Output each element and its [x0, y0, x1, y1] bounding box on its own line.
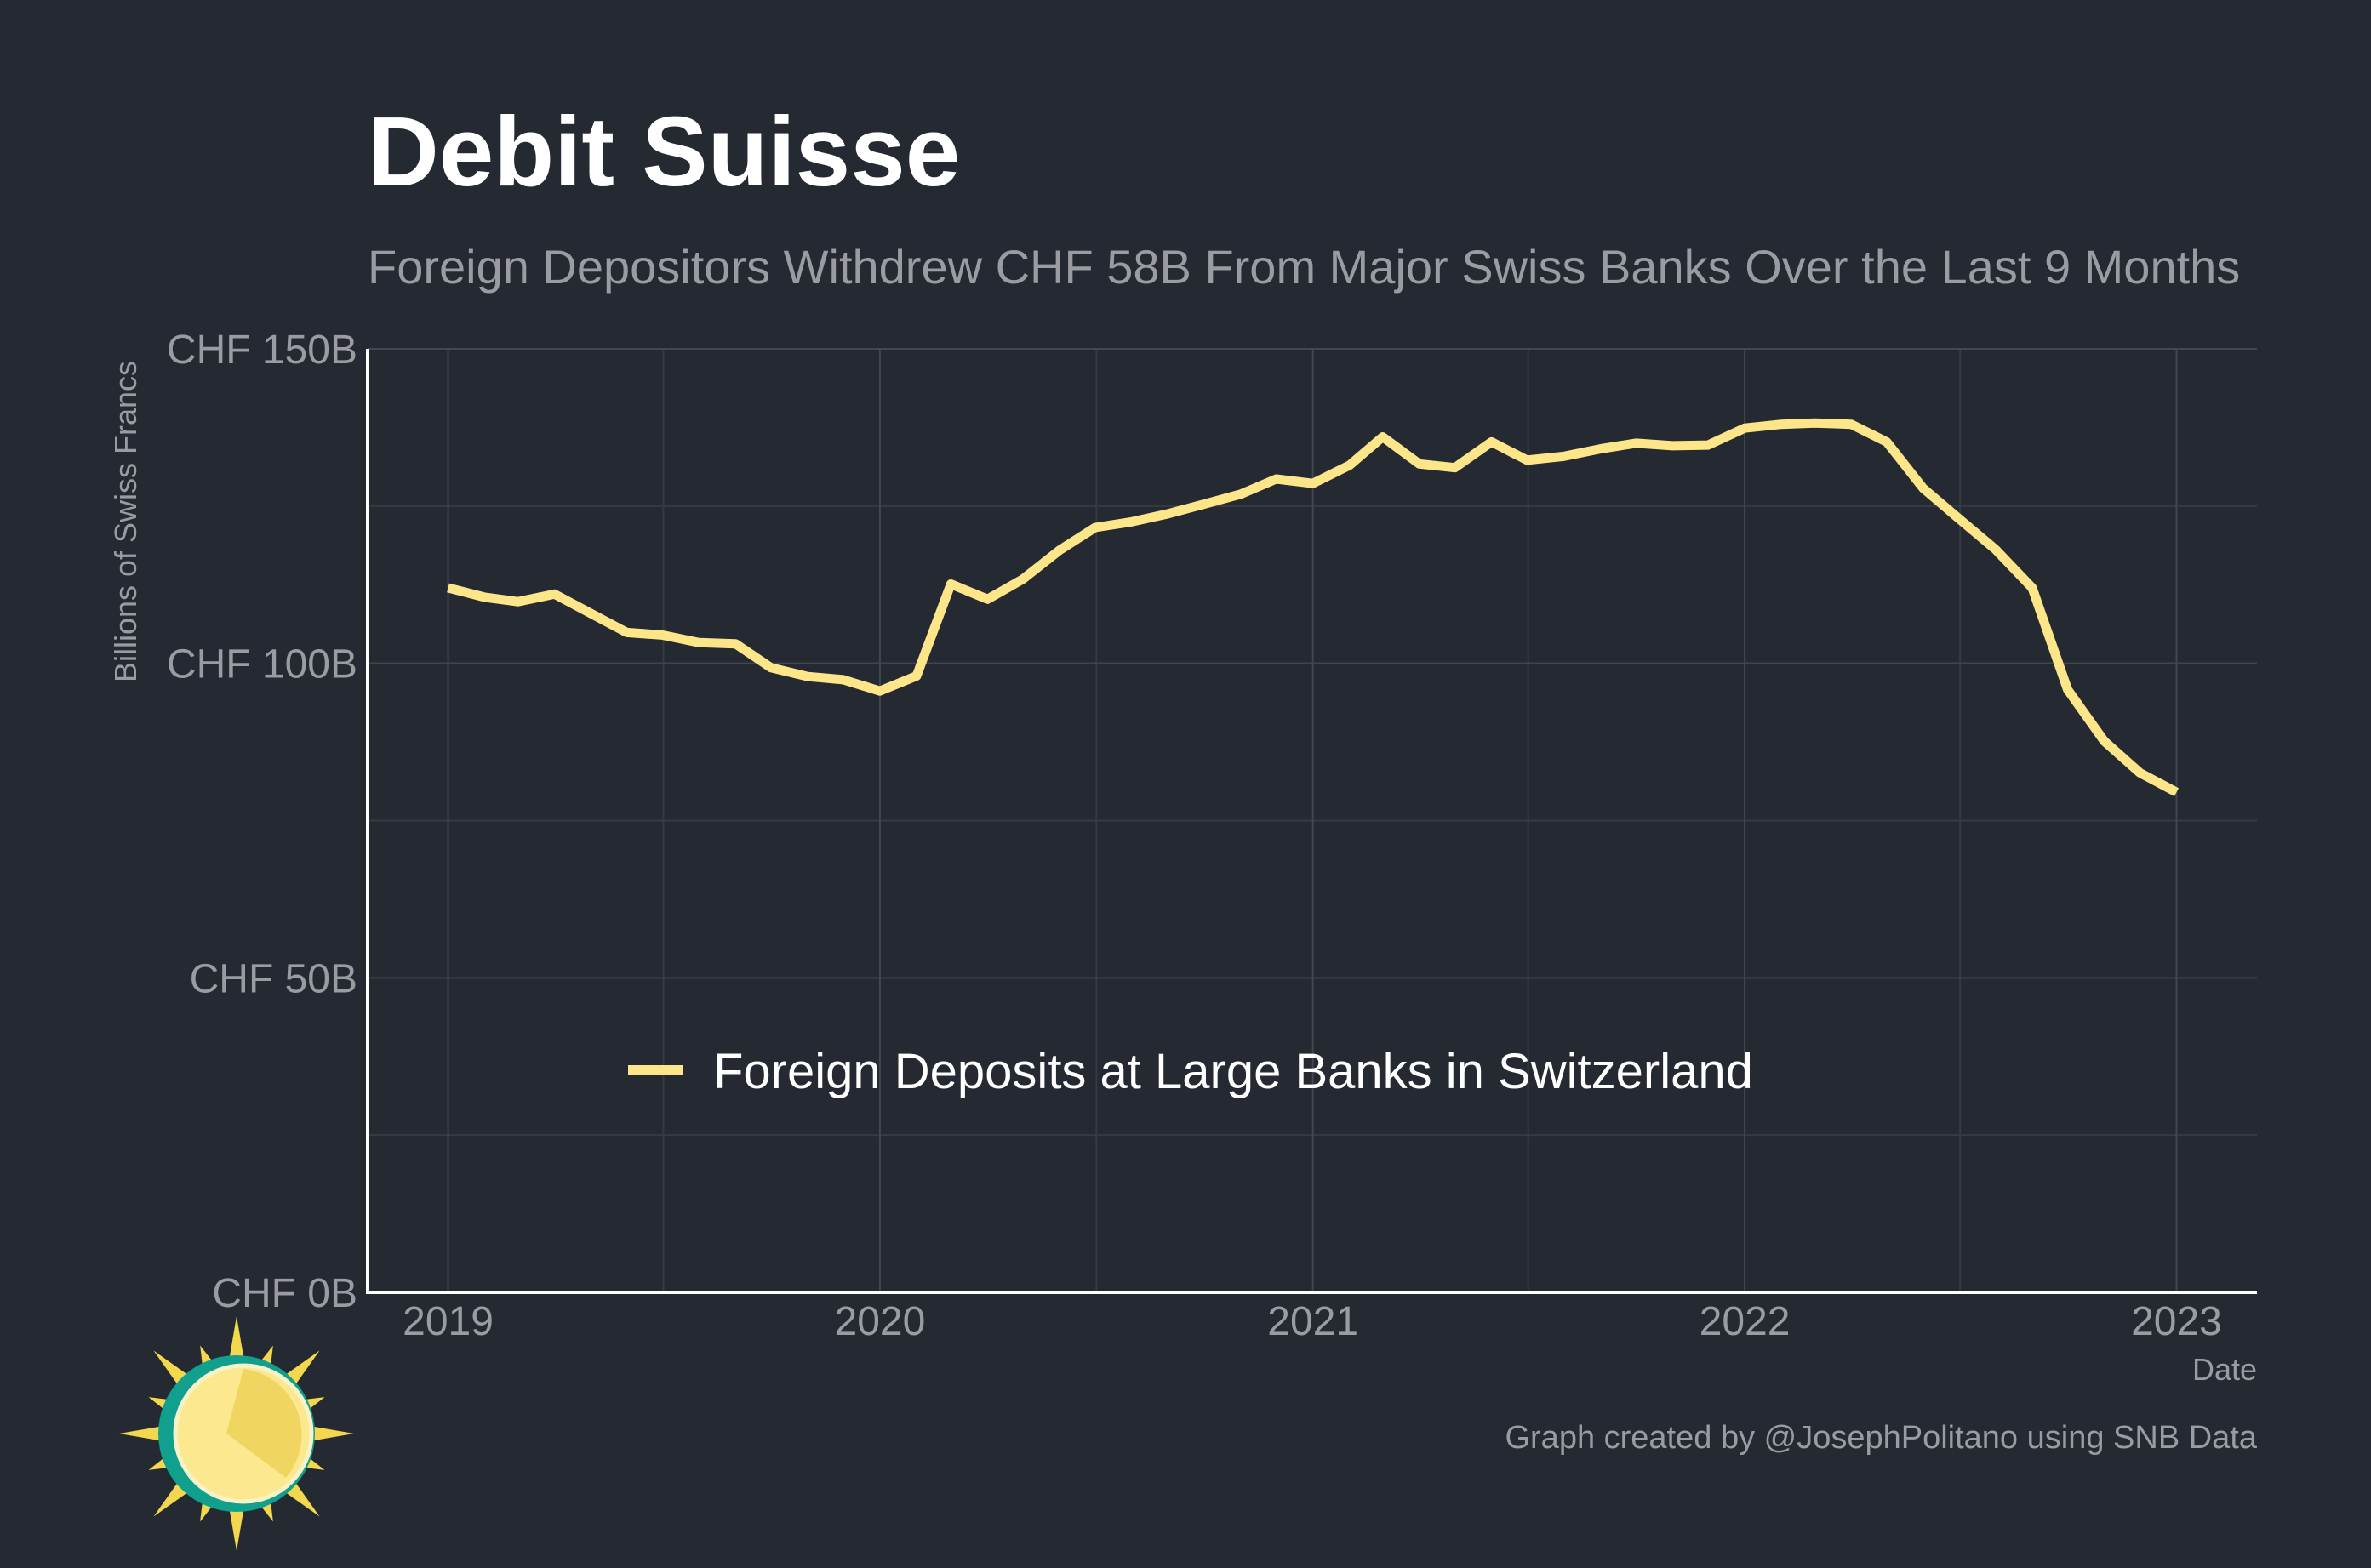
x-tick-label: 2022 [1700, 1299, 1791, 1344]
x-tick-label: 2021 [1267, 1299, 1358, 1344]
sun-logo-icon [119, 1316, 354, 1551]
y-axis-ticks: CHF 0B CHF 50B CHF 100B CHF 150B [167, 328, 357, 1316]
y-tick-label: CHF 100B [167, 642, 357, 687]
legend: Foreign Deposits at Large Banks in Switz… [628, 1044, 1753, 1099]
chart-subtitle: Foreign Depositors Withdrew CHF 58B From… [368, 240, 2240, 294]
chart-caption: Graph created by @JosephPolitano using S… [1505, 1420, 2257, 1456]
x-tick-label: 2019 [403, 1299, 494, 1344]
chart-title: Debit Suisse [368, 96, 960, 207]
grid [368, 348, 2257, 1293]
legend-label: Foreign Deposits at Large Banks in Switz… [713, 1044, 1753, 1099]
y-tick-label: CHF 0B [212, 1271, 357, 1316]
series-line [447, 418, 2180, 797]
x-tick-label: 2023 [2131, 1299, 2222, 1344]
y-tick-label: CHF 150B [167, 328, 357, 373]
x-tick-label: 2020 [835, 1299, 926, 1344]
y-axis-title: Billions of Swiss Francs [108, 361, 143, 682]
series-group [447, 418, 2180, 797]
y-tick-label: CHF 50B [190, 956, 357, 1001]
x-axis-title: Date [2192, 1352, 2257, 1387]
x-axis-ticks: 2019 2020 2021 2022 2023 [403, 1299, 2222, 1344]
